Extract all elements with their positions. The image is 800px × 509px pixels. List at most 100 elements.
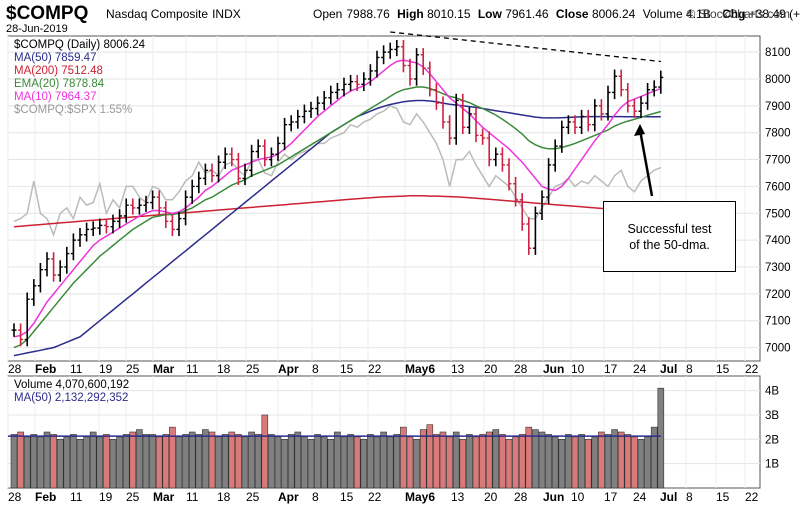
volume-bar <box>43 431 51 489</box>
legend-ema20: EMA(20) 7878.84 <box>14 78 105 90</box>
price-tick-label: 7900 <box>765 101 791 113</box>
x-tick-label-volume: Apr <box>278 490 299 504</box>
x-tick-label: 8 <box>312 362 319 376</box>
chart-date: 28-Jun-2019 <box>6 23 68 35</box>
volume-bar <box>122 434 130 489</box>
x-tick-label: 11 <box>70 362 83 376</box>
volume-bar <box>538 431 546 489</box>
volume-bar <box>83 436 90 489</box>
x-tick-label-volume: 28 <box>514 490 528 504</box>
volume-bar <box>142 434 150 489</box>
volume-bar <box>499 434 506 489</box>
volume-bar <box>294 431 302 489</box>
volume-bar <box>235 434 242 489</box>
x-tick-label-volume: Feb <box>35 490 56 504</box>
ma200-line <box>13 195 661 228</box>
x-tick-label: 22 <box>745 362 759 376</box>
volume-bar <box>248 431 255 489</box>
x-tick-label-volume: 11 <box>70 490 83 504</box>
callout-arrow-line <box>638 129 654 197</box>
volume-bar <box>215 436 222 489</box>
legend-volma: MA(50) 2,132,292,352 <box>14 392 128 404</box>
volume-bar <box>50 434 57 489</box>
x-tick-label: 17 <box>604 362 618 376</box>
legend-price: $COMPQ (Daily) 8006.24 <box>14 39 146 51</box>
x-tick-label-volume: 8 <box>312 490 319 504</box>
price-tick-label: 7800 <box>765 128 791 140</box>
volume-bar <box>459 439 467 489</box>
volume-bar <box>261 414 269 489</box>
volume-bar <box>518 434 526 489</box>
volume-bar <box>571 436 579 489</box>
trend-line <box>390 31 661 63</box>
volume-bar <box>617 431 625 489</box>
volume-bar <box>637 439 645 489</box>
volume-bar <box>228 431 236 489</box>
open-value: 7988.76 <box>346 7 390 21</box>
volume-bar <box>393 434 401 489</box>
x-tick-label: Feb <box>35 362 56 376</box>
volume-bar <box>439 431 447 489</box>
x-tick-label: Apr <box>278 362 299 376</box>
price-tick-label: 7100 <box>765 316 791 328</box>
volume-bar <box>116 436 123 489</box>
company-name: Nasdaq Composite INDX <box>106 7 241 21</box>
volume-bar <box>472 436 480 489</box>
volume-tick-label: 2B <box>765 434 779 446</box>
volume-bar <box>360 439 368 489</box>
volume-bar <box>287 434 295 489</box>
volume-bar <box>545 434 552 489</box>
x-tick-label-volume: 22 <box>368 490 382 504</box>
volume-bar <box>274 436 282 489</box>
volume-bar <box>23 436 31 489</box>
volume-bar <box>169 426 176 489</box>
volume-bar <box>532 429 539 489</box>
x-tick-label-volume: 8 <box>686 490 693 504</box>
x-tick-label-volume: 11 <box>186 490 199 504</box>
volume-value: 4.1B <box>686 7 711 21</box>
volume-bar <box>419 429 427 489</box>
volume-bar <box>17 431 24 489</box>
x-tick-label-volume: 22 <box>745 490 759 504</box>
volume-bar <box>208 431 216 489</box>
x-tick-label-volume: Jun <box>543 490 564 504</box>
volume-bar <box>604 434 612 489</box>
volume-bar <box>512 436 519 489</box>
volume-bar <box>525 426 533 489</box>
volume-bar <box>195 434 203 489</box>
volume-bar <box>89 431 97 489</box>
open-label: Open <box>313 7 343 21</box>
volume-bar <box>492 429 500 489</box>
volume-bar <box>558 439 566 489</box>
volume-bar <box>373 436 381 489</box>
volume-bar <box>413 439 420 489</box>
volume-bar <box>30 434 38 489</box>
x-tick-label-volume: 25 <box>126 490 140 504</box>
price-tick-label: 7000 <box>765 343 791 355</box>
x-tick-label: Mar <box>153 362 175 376</box>
chart-header: $COMPQ Nasdaq Composite INDX Open 7988.76 … <box>0 0 800 36</box>
x-tick-label: 18 <box>217 362 231 376</box>
volume-bar <box>400 426 407 489</box>
x-tick-label: 25 <box>126 362 140 376</box>
stockcharts-logo: © StockCharts.com <box>686 7 790 21</box>
price-tick-label: 7200 <box>765 289 791 301</box>
x-tick-label-volume: Mar <box>153 490 175 504</box>
volume-bar <box>466 434 473 489</box>
volume-bar <box>155 436 163 489</box>
volume-bar <box>565 434 572 489</box>
x-tick-label-volume: 24 <box>633 490 647 504</box>
low-label: Low <box>477 7 502 21</box>
volume-bar <box>96 436 104 489</box>
volume-bar <box>347 434 354 489</box>
x-tick-label: 13 <box>451 362 465 376</box>
volume-bar <box>551 436 559 489</box>
volume-bar <box>406 436 414 489</box>
volume-bar <box>657 387 665 489</box>
x-tick-label-volume: 13 <box>451 490 465 504</box>
x-tick-label-volume: 17 <box>604 490 618 504</box>
x-tick-label-volume: 19 <box>99 490 113 504</box>
volume-bar <box>175 436 183 489</box>
x-tick-label: May6 <box>405 362 435 376</box>
